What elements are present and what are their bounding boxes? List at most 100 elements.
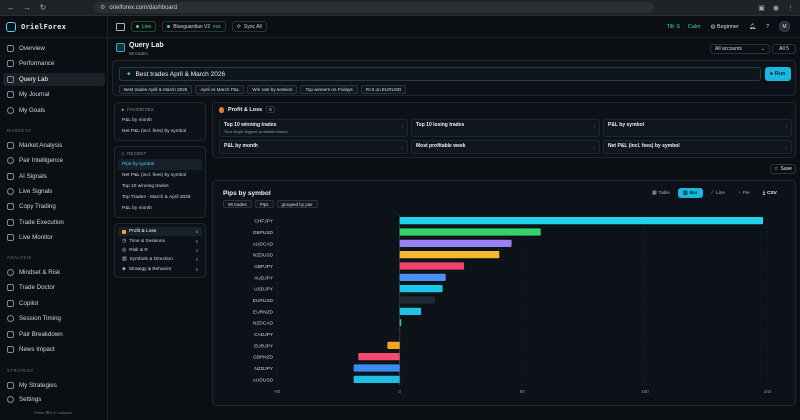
clock-icon xyxy=(7,315,14,322)
recent-item[interactable]: Top 10 winning trades xyxy=(122,184,169,189)
bar-chart-icon: ▥ xyxy=(683,190,688,196)
sidebar-item-ai-signals[interactable]: AI Signals xyxy=(3,170,105,183)
analysis-icon xyxy=(7,142,14,149)
accounts-select[interactable]: All accounts ⌄ xyxy=(710,44,770,54)
recent-item[interactable]: P&L by month xyxy=(122,206,152,211)
help-icon[interactable]: ? xyxy=(765,23,769,30)
category-strategy-behavior[interactable]: ◈ Strategy & Behavior 5 xyxy=(122,266,198,272)
sidebar-item-pair-breakdown[interactable]: Pair Breakdown xyxy=(3,328,105,341)
chart-panel: Pips by symbol 96 trades Pips grouped by… xyxy=(212,180,796,406)
tab-bar[interactable]: ▥ Bar xyxy=(678,188,703,198)
query-input[interactable]: ✦ Best trades April & March 2026 xyxy=(119,67,761,81)
chevron-right-icon: › xyxy=(785,145,787,151)
mind-icon xyxy=(7,269,14,276)
all-accounts-button[interactable]: All 5 xyxy=(772,44,796,54)
category-label: AUDJPY xyxy=(254,275,274,281)
bar xyxy=(399,239,512,247)
sidebar-item-goals[interactable]: My Goals xyxy=(3,104,105,117)
category-profit-loss[interactable]: Profit & Loss 6 xyxy=(118,227,202,237)
page-subtitle: 96 trades xyxy=(129,51,148,56)
url-bar[interactable]: ⚙ orielforex.com/dashboard xyxy=(94,2,654,13)
sidebar-item-copilot[interactable]: Copilot xyxy=(3,297,105,310)
save-button[interactable]: ☆ Save xyxy=(770,164,796,174)
category-symbols-direction[interactable]: ▥ Symbols & Direction 4 xyxy=(122,257,198,263)
robot-icon xyxy=(7,300,14,307)
sidebar-toggle-icon[interactable] xyxy=(116,22,125,31)
avatar[interactable]: M xyxy=(779,21,790,32)
run-button[interactable]: ▸ Run xyxy=(765,67,791,81)
bar xyxy=(353,375,400,383)
suggestion-chip[interactable]: Best trades April & March 2026 xyxy=(119,85,193,94)
menu-icon[interactable]: ⋮ xyxy=(787,4,794,12)
sidebar-item-pair-intelligence[interactable]: Pair Intelligence xyxy=(3,154,105,167)
query-tile[interactable]: Most profitable week › xyxy=(411,140,600,154)
sidebar-item-journal[interactable]: My Journal xyxy=(3,88,105,101)
app-header: OrielForex Live Blueguardian V2 #16 ⟳ Sy… xyxy=(0,15,800,38)
sidebar-item-trade-execution[interactable]: Trade Execution xyxy=(3,216,105,229)
sidebar-item-session-timing[interactable]: Session Timing xyxy=(3,312,105,325)
profit-loss-panel: Profit & Loss 6 Top 10 winning trades You… xyxy=(212,102,796,158)
sidebar-item-copy-trading[interactable]: Copy Trading xyxy=(3,200,105,213)
monitor-icon xyxy=(7,234,14,241)
sidebar-item-mindset-risk[interactable]: Mindset & Risk xyxy=(3,266,105,279)
sync-all-button[interactable]: ⟳ Sync All xyxy=(231,21,267,32)
sidebar-item-my-strategies[interactable]: My Strategies xyxy=(3,379,105,392)
category-time-sessions[interactable]: ◷ Time & Sessions 5 xyxy=(122,238,198,244)
recent-item[interactable]: Net P&L (incl. fees) by symbol xyxy=(122,173,187,178)
brand[interactable]: OrielForex xyxy=(0,15,108,38)
sidebar-item-trade-doctor[interactable]: Trade Doctor xyxy=(3,281,105,294)
site-settings-icon[interactable]: ⚙ xyxy=(100,5,106,11)
category-label: GBPJPY xyxy=(254,264,274,270)
suggestion-chip[interactable]: Top winners on Fridays xyxy=(300,85,358,94)
suggestion-chip[interactable]: Win rate by session xyxy=(247,85,298,94)
extensions-icon[interactable]: ▣ xyxy=(758,4,765,12)
layers-icon xyxy=(7,331,14,338)
profile-icon[interactable]: ◉ xyxy=(772,4,779,12)
tab-line[interactable]: ⟋ Line xyxy=(710,190,725,197)
back-icon[interactable]: ← xyxy=(7,3,15,12)
sidebar-item-live-monitor[interactable]: Live Monitor xyxy=(3,231,105,244)
sidebar-item-live-signals[interactable]: Live Signals xyxy=(3,185,105,198)
category-label: GBPNZD xyxy=(253,355,274,361)
forward-icon[interactable]: → xyxy=(23,3,31,12)
sidebar-item-market-analysis[interactable]: Market Analysis xyxy=(3,139,105,152)
favorite-item[interactable]: P&L by month xyxy=(122,118,152,123)
csv-export-button[interactable]: ⤓ CSV xyxy=(762,190,777,197)
recent-item[interactable]: Pips by symbol xyxy=(118,159,202,170)
query-tile[interactable]: P&L by month › xyxy=(219,140,408,154)
bar xyxy=(399,307,422,315)
recent-item[interactable]: Top Trades - March & April 2026 xyxy=(122,195,191,200)
tab-table[interactable]: ▦ Table xyxy=(652,190,671,196)
sparkle-icon: ✦ xyxy=(126,71,132,78)
chart-meta-chip: grouped by pair xyxy=(276,200,318,208)
category-label: GBPUSD xyxy=(253,230,274,236)
suggestion-chip[interactable]: April vs March P&L xyxy=(195,85,245,94)
chevron-down-icon: ⌄ xyxy=(760,46,765,52)
sidebar-item-query-lab[interactable]: Query Lab xyxy=(3,73,105,86)
ea-badge[interactable]: Blueguardian V2 #16 xyxy=(162,21,226,32)
flame-icon xyxy=(219,106,224,113)
chevron-right-icon: › xyxy=(593,124,595,130)
query-tile[interactable]: P&L by symbol › xyxy=(603,119,792,137)
reload-icon[interactable]: ↻ xyxy=(39,3,47,12)
table-icon: ▦ xyxy=(652,190,657,196)
suggestion-chip[interactable]: R>2 on EURUSD xyxy=(360,85,407,94)
level-label[interactable]: ◍ Beginner xyxy=(710,23,739,30)
tilt-indicator[interactable]: Tilt: 6 · Calm xyxy=(666,23,701,30)
bolt-icon xyxy=(7,219,14,226)
category-label: NZDJPY xyxy=(254,366,273,372)
notifications-icon[interactable]: 🔔︎ xyxy=(748,23,756,30)
sidebar-item-overview[interactable]: Overview xyxy=(3,42,105,55)
sidebar-item-news-impact[interactable]: News Impact xyxy=(3,343,105,356)
bar xyxy=(387,341,400,349)
favorite-item[interactable]: Net P&L (incl. fees) by symbol xyxy=(122,129,187,134)
sidebar-item-performance[interactable]: Performance xyxy=(3,57,105,70)
profit-loss-header: Profit & Loss 6 xyxy=(219,106,275,113)
query-tile[interactable]: Top 10 losing trades › xyxy=(411,119,600,137)
query-tile[interactable]: Net P&L (incl. fees) by symbol › xyxy=(603,140,792,154)
query-tile[interactable]: Top 10 winning trades Your single biggest… xyxy=(219,119,408,137)
sidebar-item-settings[interactable]: Settings xyxy=(3,393,105,406)
tab-pie[interactable]: ◔ Pie xyxy=(738,190,750,196)
bar xyxy=(399,330,401,338)
